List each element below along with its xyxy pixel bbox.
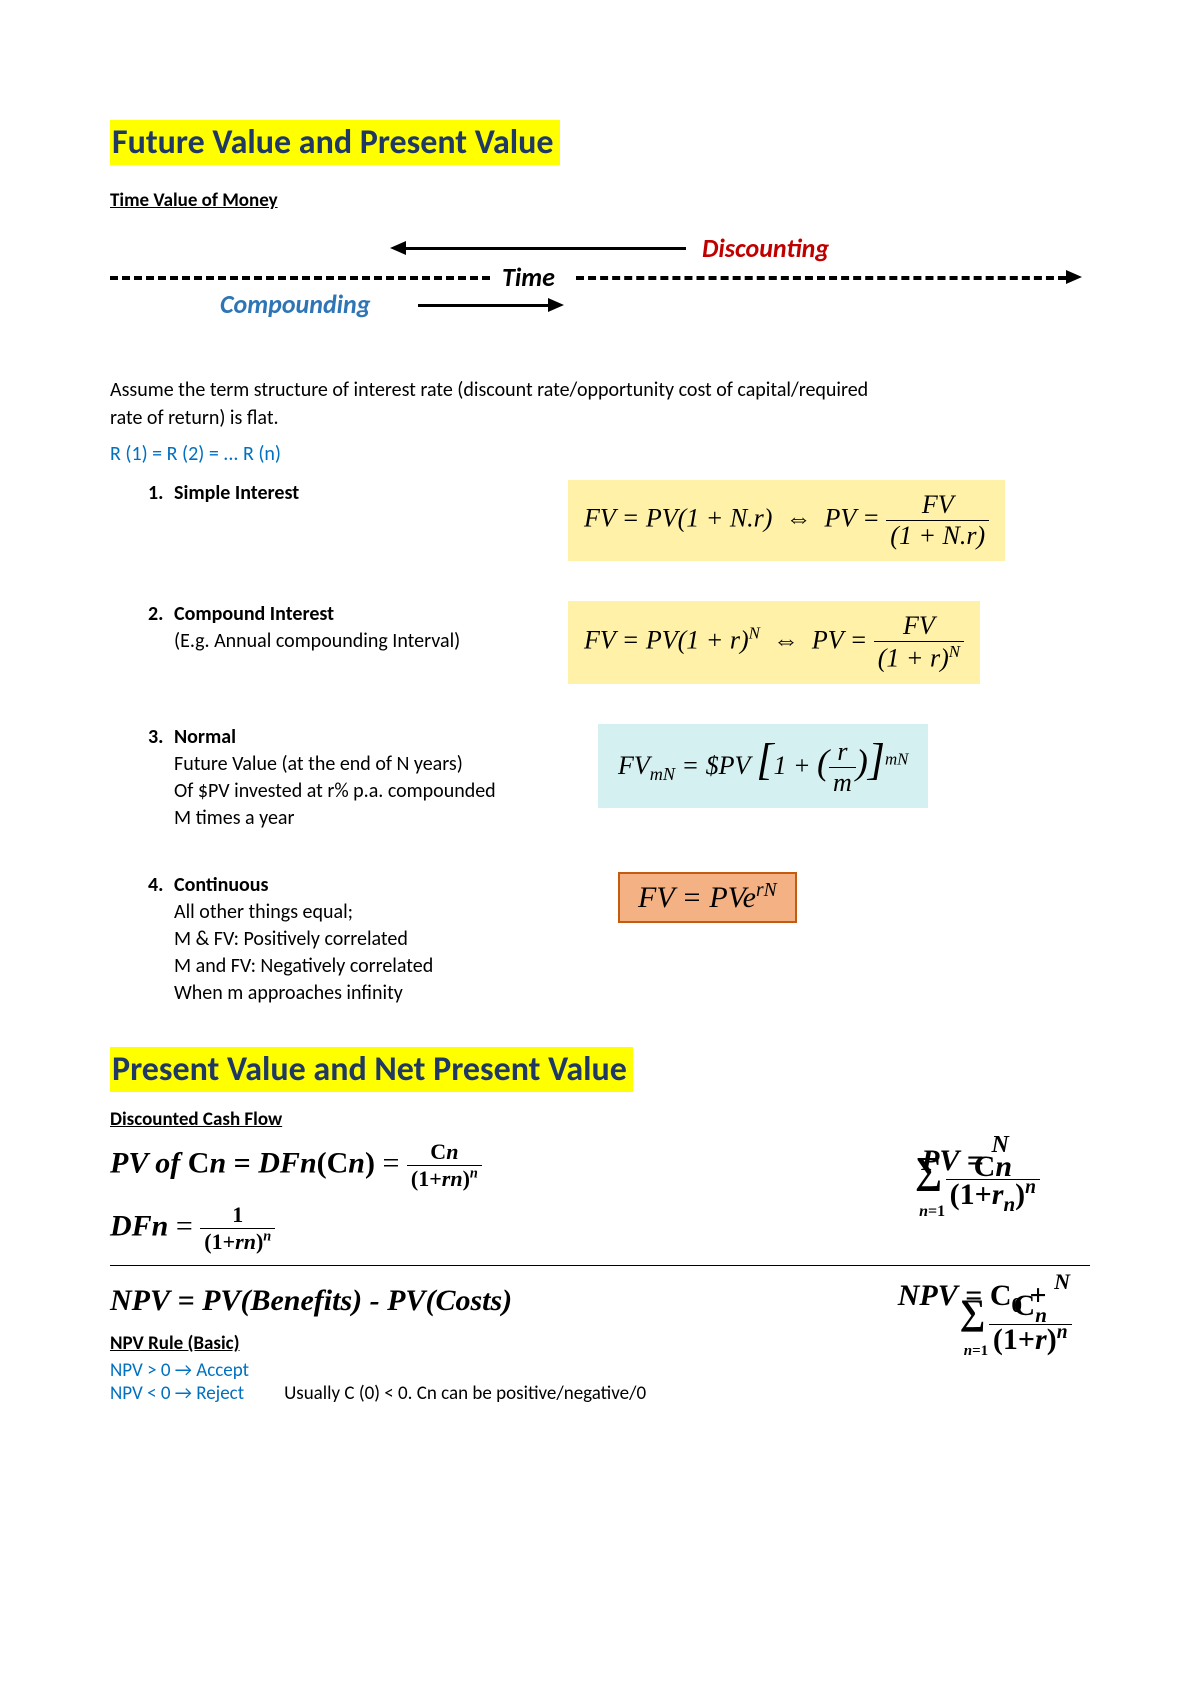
npv-sum-formula: NPV = C0 + N∑ Cn(1+r)nn=1 xyxy=(898,1284,1070,1396)
dfn-formula: DFn = 1(1+rn)n xyxy=(110,1202,482,1255)
time-label: Time xyxy=(502,261,555,293)
discounting-label: Discounting xyxy=(702,232,829,264)
section2-heading: Present Value and Net Present Value xyxy=(110,1047,633,1092)
pv-sum-formula: PV = N∑ Cn(1+rn)nn=1 xyxy=(921,1149,1050,1255)
formula-box: FV = PV(1 + N.r) ⇔ PV = FV(1 + N.r) xyxy=(568,480,1005,561)
compounding-label: Compounding xyxy=(220,288,371,320)
pv-formulas-row: PV of Cn = DFn(Cn) = Cn(1+rn)n DFn = 1(1… xyxy=(110,1139,1090,1256)
section1-subheading: Time Value of Money xyxy=(110,189,1090,212)
divider-line xyxy=(110,1265,1090,1266)
npv-reject: NPV < 0 → Reject xyxy=(110,1382,244,1405)
formula-row: 1.Simple InterestFV = PV(1 + N.r) ⇔ PV =… xyxy=(148,480,1090,561)
document-page: Future Value and Present Value Time Valu… xyxy=(0,0,1200,1485)
npv-equation: NPV = PV(Benefits) - PV(Costs) xyxy=(110,1284,646,1318)
formula-description: 4.ContinuousAll other things equal;M & F… xyxy=(148,872,568,1007)
formula-description: 1.Simple Interest xyxy=(148,480,568,507)
formula-row: 3.NormalFuture Value (at the end of N ye… xyxy=(148,724,1090,832)
formula-list: 1.Simple InterestFV = PV(1 + N.r) ⇔ PV =… xyxy=(148,480,1090,1007)
formula-box: FVmN = $PV [1 + (rm)]mN xyxy=(598,724,928,809)
formula-description: 2.Compound Interest(E.g. Annual compound… xyxy=(148,601,568,655)
formula-row: 2.Compound Interest(E.g. Annual compound… xyxy=(148,601,1090,684)
npv-note: Usually C (0) < 0. Cn can be positive/ne… xyxy=(284,1382,646,1405)
npv-accept: NPV > 0 → Accept xyxy=(110,1359,646,1382)
timeline-diagram: Discounting Time Compounding xyxy=(110,228,1090,348)
formula-description: 3.NormalFuture Value (at the end of N ye… xyxy=(148,724,568,832)
assumption-text: Assume the term structure of interest ra… xyxy=(110,376,870,432)
rate-equation: R (1) = R (2) = ... R (n) xyxy=(110,442,1090,466)
npv-formulas-row: NPV = PV(Benefits) - PV(Costs) NPV Rule … xyxy=(110,1284,1090,1405)
pv-of-cn-formula: PV of Cn = DFn(Cn) = Cn(1+rn)n xyxy=(110,1139,482,1192)
formula-row: 4.ContinuousAll other things equal;M & F… xyxy=(148,872,1090,1007)
formula-box: FV = PVerN xyxy=(618,872,797,923)
npv-rule-heading: NPV Rule (Basic) xyxy=(110,1332,646,1355)
formula-box: FV = PV(1 + r)N ⇔ PV = FV(1 + r)N xyxy=(568,601,980,684)
section2-subheading: Discounted Cash Flow xyxy=(110,1108,1090,1131)
section1-heading: Future Value and Present Value xyxy=(110,120,560,165)
